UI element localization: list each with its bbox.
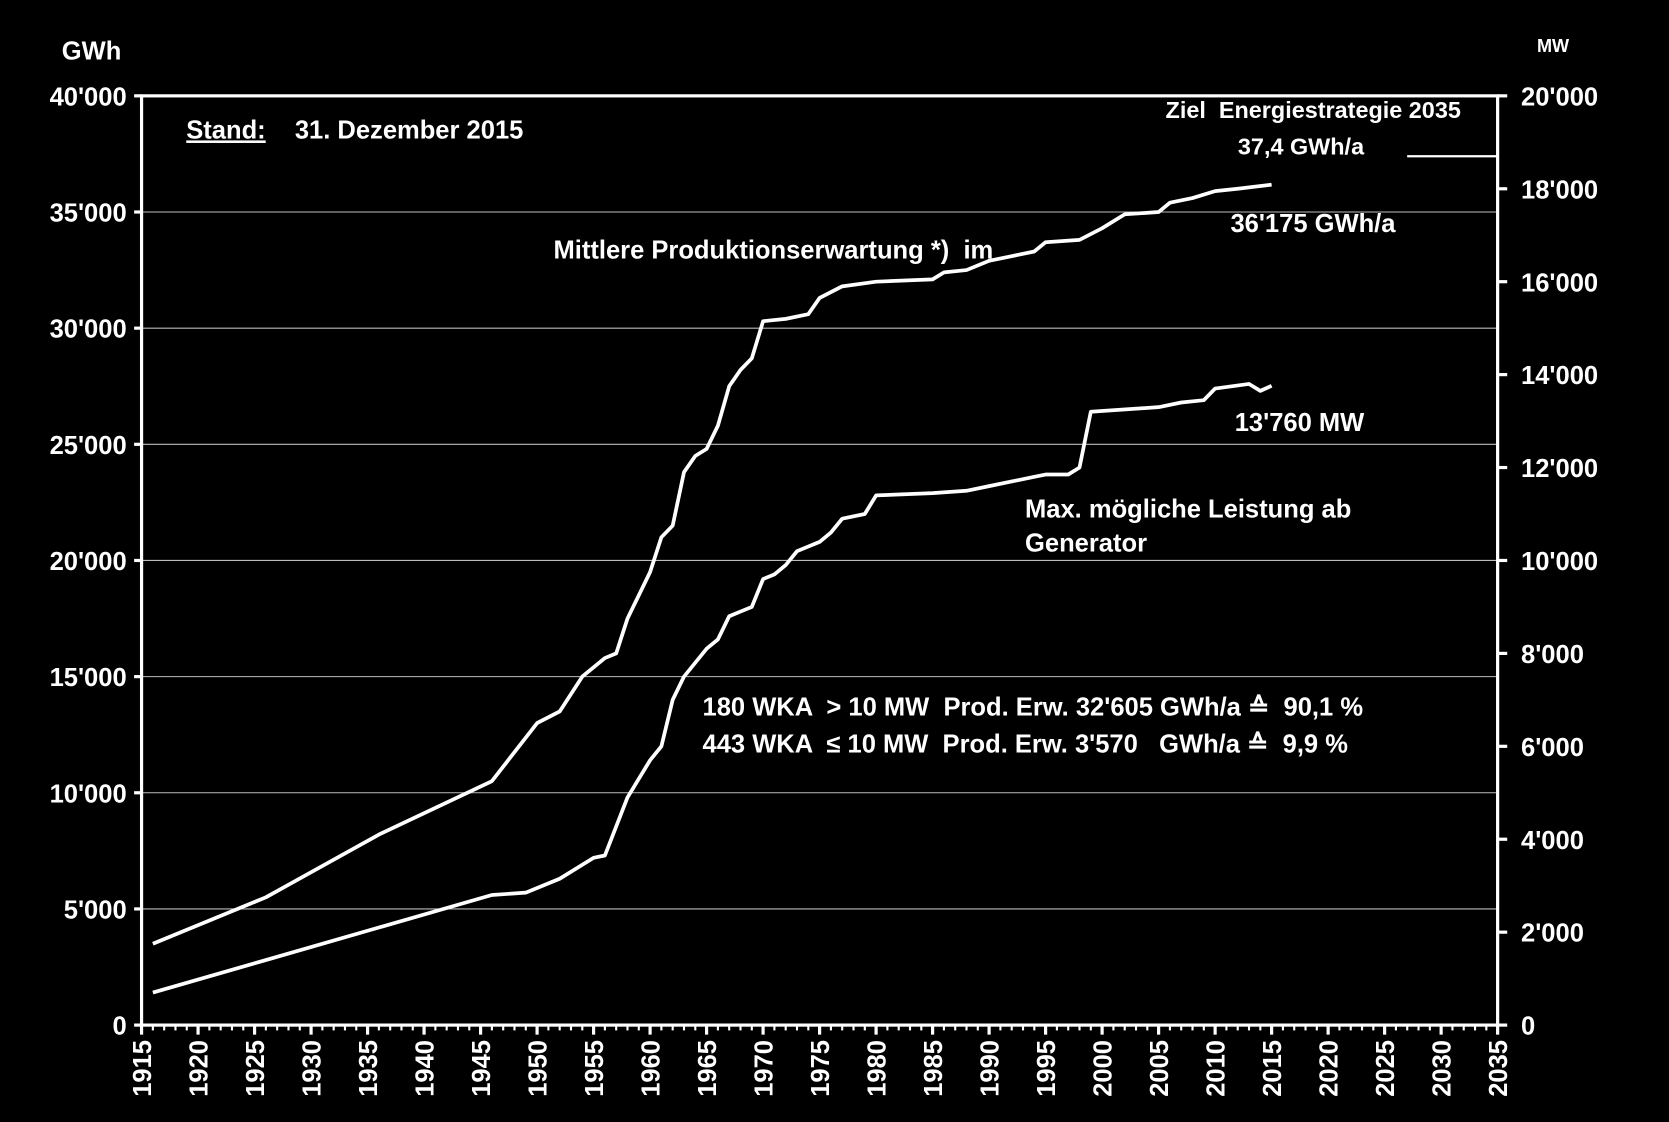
x-tick-label: 1980	[864, 1040, 892, 1097]
x-tick-label: 2020	[1316, 1040, 1344, 1097]
annotation: Generator	[1025, 529, 1147, 557]
y-tick-label: 40'000	[50, 83, 127, 111]
y-tick-label: 30'000	[50, 316, 127, 344]
x-tick-label: 1920	[186, 1040, 214, 1097]
x-tick-label: 1960	[638, 1040, 666, 1097]
x-tick-label: 1950	[525, 1040, 553, 1097]
y2-tick-label: 8'000	[1521, 641, 1584, 669]
annotation: Max. mögliche Leistung ab	[1025, 495, 1351, 523]
y2-tick-label: 14'000	[1521, 362, 1598, 390]
x-tick-label: 1925	[242, 1040, 270, 1097]
y2-axis-label: MW	[1537, 36, 1570, 56]
x-tick-label: 1965	[694, 1040, 722, 1097]
y-tick-label: 15'000	[50, 664, 127, 692]
x-tick-label: 2005	[1146, 1040, 1174, 1097]
y2-tick-label: 6'000	[1521, 734, 1584, 762]
y2-tick-label: 18'000	[1521, 176, 1598, 204]
annotation: Mittlere Produktionserwartung *) im	[553, 237, 993, 265]
x-tick-label: 2030	[1429, 1040, 1457, 1097]
x-tick-label: 1995	[1033, 1040, 1061, 1097]
x-tick-label: 1975	[807, 1040, 835, 1097]
x-tick-label: 1930	[299, 1040, 327, 1097]
annotation: 443 WKA ≤ 10 MW Prod. Erw. 3'570 GWh/a ≙…	[703, 731, 1349, 759]
annotation: 180 WKA > 10 MW Prod. Erw. 32'605 GWh/a …	[703, 693, 1364, 721]
annotation: Ziel Energiestrategie 2035	[1166, 97, 1461, 123]
plot-frame	[139, 94, 1500, 1027]
x-tick-label: 2000	[1090, 1040, 1118, 1097]
y-axis-label: GWh	[62, 38, 122, 66]
y-tick-label: 35'000	[50, 200, 127, 228]
x-tick-label: 2010	[1203, 1040, 1231, 1097]
annotation: 37,4 GWh/a	[1238, 133, 1365, 159]
y2-tick-label: 4'000	[1521, 827, 1584, 855]
annotation: Stand:	[186, 116, 265, 144]
x-tick-label: 1915	[129, 1040, 157, 1097]
y2-tick-label: 0	[1521, 1013, 1535, 1041]
y2-tick-label: 2'000	[1521, 920, 1584, 948]
x-tick-label: 1940	[412, 1040, 440, 1097]
annotation: 13'760 MW	[1235, 409, 1365, 437]
x-tick-label: 1990	[977, 1040, 1005, 1097]
x-tick-label: 1935	[355, 1040, 383, 1097]
y-tick-label: 0	[112, 1013, 126, 1041]
x-tick-label: 2015	[1259, 1040, 1287, 1097]
y2-tick-label: 16'000	[1521, 269, 1598, 297]
x-tick-label: 1970	[751, 1040, 779, 1097]
y-tick-label: 5'000	[64, 897, 127, 925]
annotation: 36'175 GWh/a	[1230, 210, 1396, 238]
x-tick-label: 1945	[468, 1040, 496, 1097]
x-tick-label: 2025	[1372, 1040, 1400, 1097]
x-tick-label: 1955	[581, 1040, 609, 1097]
x-tick-label: 1985	[920, 1040, 948, 1097]
y2-tick-label: 20'000	[1521, 83, 1598, 111]
y-tick-label: 25'000	[50, 432, 127, 460]
annotation: 31. Dezember 2015	[295, 116, 524, 144]
y2-tick-label: 10'000	[1521, 548, 1598, 576]
y-tick-label: 20'000	[50, 548, 127, 576]
y-tick-label: 10'000	[50, 780, 127, 808]
series-line	[152, 382, 1273, 995]
x-tick-label: 2035	[1485, 1040, 1513, 1097]
series-line	[152, 182, 1272, 946]
y2-tick-label: 12'000	[1521, 455, 1598, 483]
